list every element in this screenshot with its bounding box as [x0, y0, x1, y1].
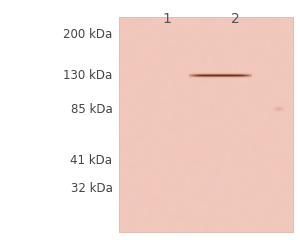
Text: 200 kDa: 200 kDa	[63, 28, 112, 41]
Text: 32 kDa: 32 kDa	[70, 182, 112, 195]
Text: 41 kDa: 41 kDa	[70, 154, 112, 167]
Text: 2: 2	[231, 12, 240, 26]
Text: 1: 1	[162, 12, 171, 26]
Text: 85 kDa: 85 kDa	[71, 103, 112, 116]
Text: 130 kDa: 130 kDa	[63, 69, 112, 82]
Bar	[118, 17, 292, 232]
